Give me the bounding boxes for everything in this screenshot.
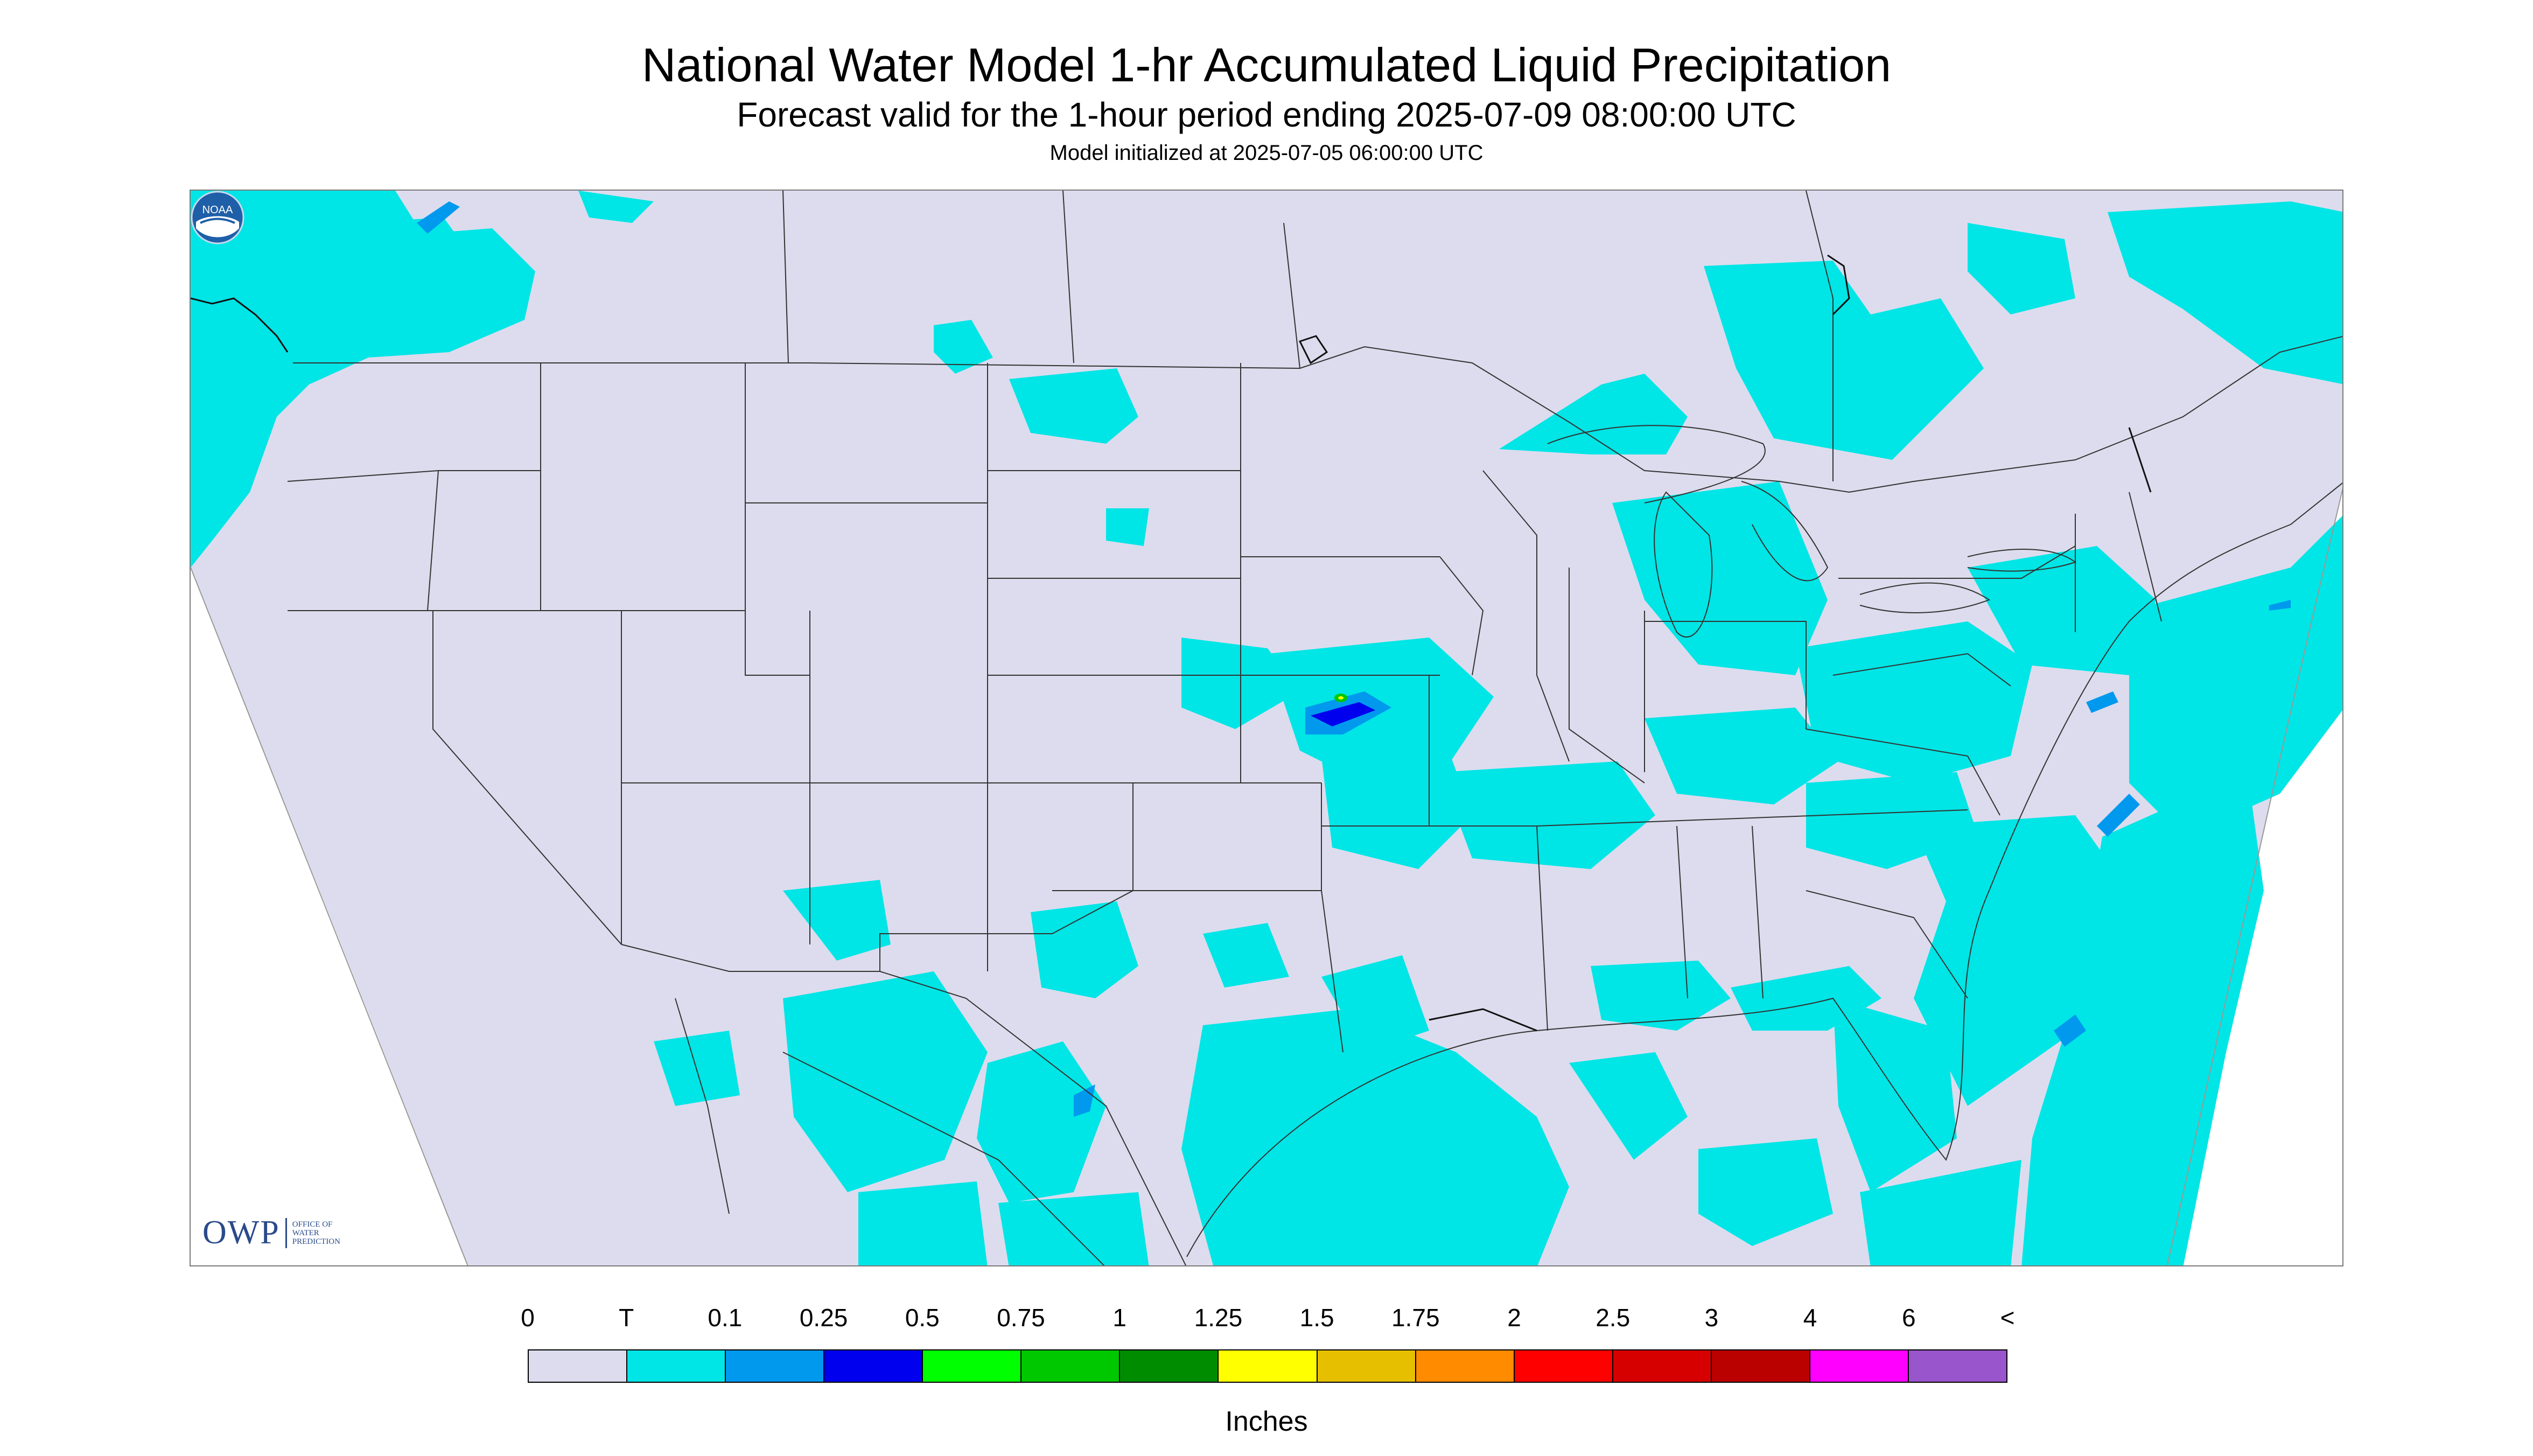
legend-tick-label: 0.1 bbox=[708, 1304, 743, 1332]
legend-tick-label: T bbox=[619, 1304, 634, 1332]
legend-swatch bbox=[1021, 1350, 1121, 1382]
owp-text: OFFICE OF WATER PREDICTION bbox=[292, 1220, 340, 1246]
legend-swatch bbox=[529, 1350, 628, 1382]
noaa-logo-icon: NOAA bbox=[191, 191, 244, 244]
legend-tick-label: 6 bbox=[1902, 1304, 1916, 1332]
legend-swatch bbox=[1908, 1350, 2006, 1382]
legend-tick-label: < bbox=[2000, 1304, 2015, 1332]
legend-swatch bbox=[1120, 1350, 1219, 1382]
legend-swatch bbox=[1711, 1350, 1810, 1382]
legend-swatch bbox=[824, 1350, 923, 1382]
owp-divider bbox=[285, 1217, 287, 1248]
legend-tick-label: 0.5 bbox=[905, 1304, 940, 1332]
legend-tick-label: 0.25 bbox=[799, 1304, 848, 1332]
heavier-precip-areas bbox=[417, 201, 2291, 1117]
legend-colorbar bbox=[528, 1349, 2007, 1383]
legend-tick-label: 0.75 bbox=[997, 1304, 1045, 1332]
legend-units: Inches bbox=[1225, 1406, 1308, 1437]
legend-tick-label: 4 bbox=[1803, 1304, 1817, 1332]
legend-tick-label: 1.5 bbox=[1299, 1304, 1334, 1332]
legend-swatch bbox=[726, 1350, 825, 1382]
legend-swatch bbox=[627, 1350, 726, 1382]
legend-swatch bbox=[923, 1350, 1022, 1382]
legend-tick-label: 1 bbox=[1112, 1304, 1126, 1332]
legend-tick-label: 1.75 bbox=[1391, 1304, 1440, 1332]
legend-swatch bbox=[1514, 1350, 1613, 1382]
map-canvas bbox=[191, 191, 2342, 1265]
legend-tick-label: 2 bbox=[1507, 1304, 1521, 1332]
legend-tick-label: 0 bbox=[521, 1304, 535, 1332]
legend-tick-label: 1.25 bbox=[1194, 1304, 1243, 1332]
model-init-line: Model initialized at 2025-07-05 06:00:00… bbox=[1049, 141, 1484, 165]
legend-swatch bbox=[1416, 1350, 1515, 1382]
legend-swatch bbox=[1317, 1350, 1416, 1382]
svg-text:NOAA: NOAA bbox=[202, 204, 233, 216]
map-subtitle: Forecast valid for the 1-hour period end… bbox=[737, 95, 1796, 134]
legend-labels: 0 T 0.1 0.25 0.5 0.75 1 1.25 1.5 1.75 2 2.5 3 4 6 < bbox=[0, 1303, 2533, 1335]
owp-logo: OWP OFFICE OF WATER PREDICTION bbox=[202, 1214, 340, 1252]
precipitation-map: OWP OFFICE OF WATER PREDICTION NOAA bbox=[190, 190, 2343, 1266]
owp-mark: OWP bbox=[202, 1214, 280, 1251]
coastline-accents bbox=[191, 254, 2152, 1032]
legend-tick-label: 3 bbox=[1704, 1304, 1719, 1332]
legend-swatch bbox=[1613, 1350, 1712, 1382]
map-title: National Water Model 1-hr Accumulated Li… bbox=[641, 38, 1892, 92]
legend-swatch bbox=[1810, 1350, 1909, 1382]
legend-swatch bbox=[1219, 1350, 1318, 1382]
political-boundaries bbox=[287, 191, 2342, 1265]
legend-tick-label: 2.5 bbox=[1596, 1304, 1631, 1332]
